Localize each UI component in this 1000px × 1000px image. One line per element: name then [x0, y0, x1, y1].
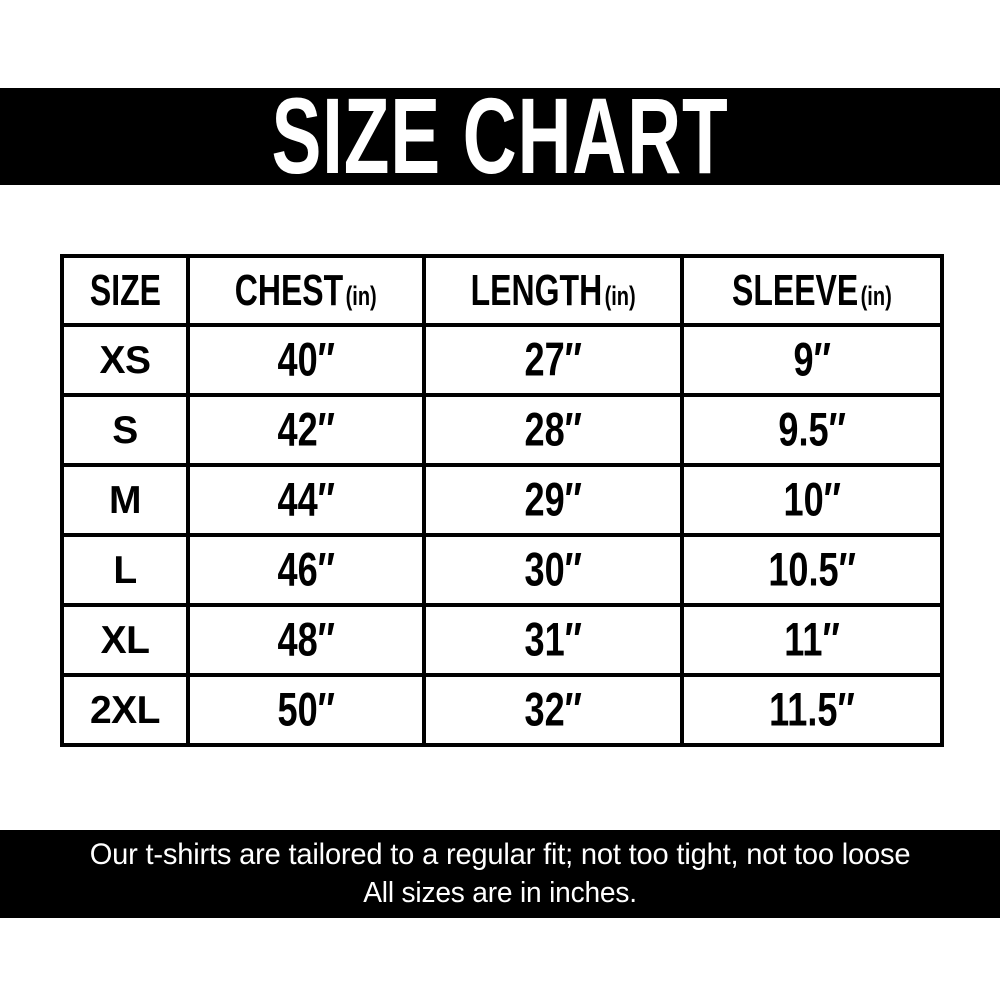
cell-chest: 50″ [186, 673, 426, 747]
cell-sleeve: 10″ [680, 463, 944, 537]
chest-value: 50″ [277, 683, 335, 736]
column-header-length: LENGTH(in) [422, 254, 684, 327]
chest-value: 42″ [277, 403, 335, 456]
cell-length: 28″ [422, 393, 684, 467]
cell-chest: 48″ [186, 603, 426, 677]
cell-length: 31″ [422, 603, 684, 677]
cell-length: 32″ [422, 673, 684, 747]
length-value: 31″ [524, 613, 582, 666]
length-value: 28″ [524, 403, 582, 456]
sleeve-value: 9.5″ [778, 403, 846, 456]
cell-sleeve: 10.5″ [680, 533, 944, 607]
table-row: 2XL 50″ 32″ 11.5″ [60, 673, 944, 747]
cell-sleeve: 11″ [680, 603, 944, 677]
cell-sleeve: 9.5″ [680, 393, 944, 467]
size-label: 2XL [89, 688, 161, 732]
size-label: XS [99, 338, 151, 382]
table-row: L 46″ 30″ 10.5″ [60, 533, 944, 607]
table-row: XS 40″ 27″ 9″ [60, 323, 944, 397]
length-value: 27″ [524, 333, 582, 386]
chest-value: 46″ [277, 543, 335, 596]
cell-size: L [60, 533, 190, 607]
footer-banner: Our t-shirts are tailored to a regular f… [0, 830, 1000, 918]
sleeve-value: 10″ [783, 473, 841, 526]
sleeve-value: 11″ [784, 613, 840, 666]
table-row: XL 48″ 31″ 11″ [60, 603, 944, 677]
length-value: 30″ [524, 543, 582, 596]
size-label: S [112, 408, 138, 452]
column-header-chest: CHEST(in) [186, 254, 426, 327]
chest-value: 40″ [277, 333, 335, 386]
cell-size: XL [60, 603, 190, 677]
table-header: SIZE CHEST(in) LENGTH(in) [60, 254, 944, 327]
cell-chest: 42″ [186, 393, 426, 467]
chest-value: 48″ [277, 613, 335, 666]
table-row: S 42″ 28″ 9.5″ [60, 393, 944, 467]
column-header-chest-label: CHEST [235, 266, 344, 315]
cell-length: 27″ [422, 323, 684, 397]
column-header-size: SIZE [60, 254, 190, 327]
column-header-length-unit: (in) [604, 280, 636, 312]
length-value: 29″ [524, 473, 582, 526]
cell-size: S [60, 393, 190, 467]
table-body: XS 40″ 27″ 9″ S 42″ 28″ 9.5″ M 44″ 29″ 1… [60, 323, 944, 747]
sleeve-value: 11.5″ [769, 683, 855, 736]
cell-size: 2XL [60, 673, 190, 747]
sleeve-value: 9″ [793, 333, 831, 386]
size-label: L [113, 548, 137, 592]
footer-units-note: All sizes are in inches. [363, 876, 637, 909]
cell-sleeve: 9″ [680, 323, 944, 397]
table-header-row: SIZE CHEST(in) LENGTH(in) [60, 254, 944, 327]
footer-fit-note: Our t-shirts are tailored to a regular f… [89, 838, 911, 872]
cell-chest: 40″ [186, 323, 426, 397]
column-header-size-label: SIZE [89, 266, 161, 315]
title-banner: SIZE CHART [0, 88, 1000, 185]
sleeve-value: 10.5″ [768, 543, 856, 596]
cell-size: M [60, 463, 190, 537]
cell-sleeve: 11.5″ [680, 673, 944, 747]
size-table: SIZE CHEST(in) LENGTH(in) [60, 254, 944, 747]
column-header-sleeve-unit: (in) [860, 280, 892, 312]
chest-value: 44″ [277, 473, 335, 526]
column-header-sleeve: SLEEVE(in) [680, 254, 944, 327]
size-label: M [109, 478, 142, 522]
cell-length: 29″ [422, 463, 684, 537]
length-value: 32″ [524, 683, 582, 736]
page-title: SIZE CHART [271, 88, 729, 185]
column-header-sleeve-label: SLEEVE [732, 266, 859, 315]
column-header-chest-unit: (in) [345, 280, 377, 312]
column-header-length-label: LENGTH [470, 266, 603, 315]
cell-chest: 44″ [186, 463, 426, 537]
cell-chest: 46″ [186, 533, 426, 607]
table-row: M 44″ 29″ 10″ [60, 463, 944, 537]
size-label: XL [100, 618, 150, 662]
cell-size: XS [60, 323, 190, 397]
cell-length: 30″ [422, 533, 684, 607]
size-table-container: SIZE CHEST(in) LENGTH(in) [60, 254, 944, 747]
